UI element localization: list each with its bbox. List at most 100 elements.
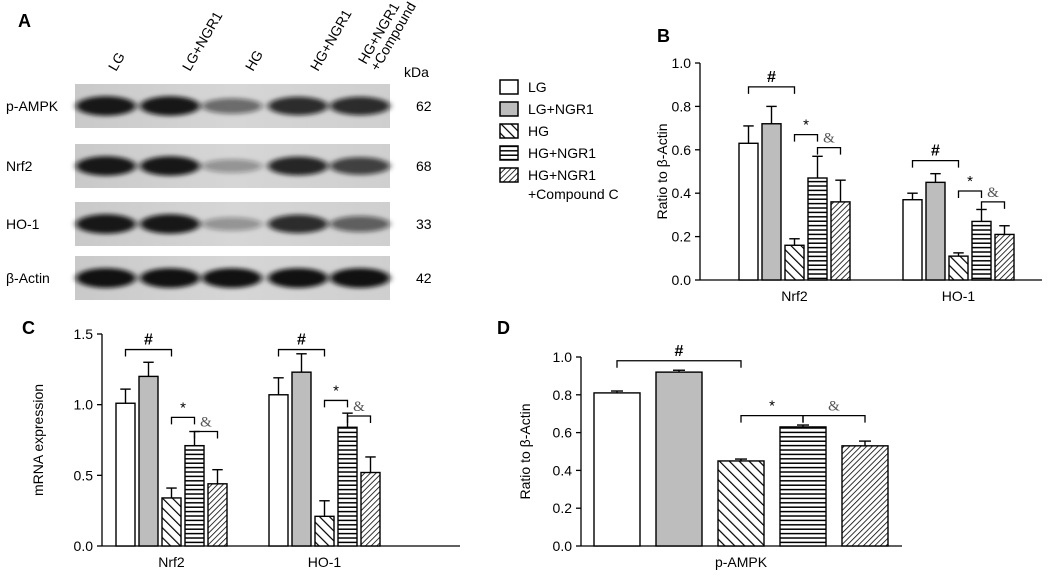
y-tick-label: 1.0 bbox=[553, 349, 573, 365]
panel-a-blot: A LG LG+NGR1 HG HG+NGR1 HG+NGR1+Compound C k… bbox=[6, 0, 432, 300]
blot-band bbox=[140, 96, 200, 116]
significance-bracket: # bbox=[277, 332, 326, 357]
significance-mark: # bbox=[144, 332, 153, 349]
bracket-line bbox=[911, 160, 960, 168]
bracket-line bbox=[793, 133, 819, 142]
significance-bracket: * bbox=[793, 117, 819, 142]
bar-lg-ho-1 bbox=[268, 394, 289, 547]
blot-row-ho-1: HO-1 33 bbox=[6, 202, 432, 246]
kda-value: 42 bbox=[416, 270, 432, 286]
blot-band bbox=[268, 214, 328, 234]
panel-b-chart: B 0.0 0.2 0.4 0.6 0.8 1.0 Ratio to β-Actin Nrf2… bbox=[654, 26, 1042, 304]
kda-value: 62 bbox=[416, 98, 432, 114]
blot-lane-labels: LG LG+NGR1 HG HG+NGR1 HG+NGR1+Compound C bbox=[105, 0, 426, 74]
legend-entry-hg: HG bbox=[499, 123, 549, 139]
y-tick-label: 0.5 bbox=[74, 467, 94, 483]
blot-row-p-ampk: p-AMPK 62 bbox=[6, 84, 432, 128]
bar-hg-ngr1-nrf2 bbox=[807, 177, 828, 281]
bracket-line bbox=[124, 348, 173, 357]
blot-band bbox=[330, 157, 390, 175]
y-axis-label: Ratio to β-Actin bbox=[517, 404, 533, 500]
significance-bracket: * bbox=[740, 398, 804, 423]
significance-mark: # bbox=[675, 343, 684, 360]
significance-mark: * bbox=[180, 399, 186, 416]
panel-a-letter: A bbox=[18, 11, 31, 31]
lane-label-hg: HG bbox=[242, 47, 266, 73]
legend-swatch bbox=[499, 167, 519, 183]
significance-mark: # bbox=[931, 143, 940, 160]
blot-band bbox=[202, 98, 262, 114]
x-tick-label-ho-1: HO-1 bbox=[942, 288, 976, 304]
bracket-line bbox=[170, 416, 196, 425]
significance-bracket: # bbox=[124, 332, 173, 357]
legend-label: LG+NGR1 bbox=[528, 101, 594, 117]
significance-mark: * bbox=[769, 398, 775, 415]
y-tick-label: 0.8 bbox=[672, 98, 692, 114]
y-tick-label: 0.0 bbox=[74, 538, 94, 554]
y-tick-label: 1.5 bbox=[74, 326, 94, 342]
kda-value: 33 bbox=[416, 216, 432, 232]
significance-bracket: * bbox=[323, 382, 349, 408]
significance-bracket: & bbox=[346, 399, 372, 423]
significance-mark: * bbox=[803, 117, 809, 134]
bar-hg-ngr1-p-ampk bbox=[779, 426, 827, 547]
blot-band bbox=[140, 268, 200, 288]
significance-mark: & bbox=[200, 415, 212, 431]
panel-b-letter: B bbox=[657, 26, 670, 46]
blot-band bbox=[268, 268, 328, 288]
legend-label: LG bbox=[528, 79, 547, 95]
bar-hg-p-ampk bbox=[717, 460, 765, 547]
bar-hg-ngr1-compound-c-nrf2 bbox=[207, 483, 228, 547]
y-tick-label: 0.4 bbox=[672, 185, 692, 201]
bracket-line bbox=[193, 430, 219, 439]
legend-entry-lg-ngr1: LG+NGR1 bbox=[499, 101, 594, 117]
bar-lg-p-ampk bbox=[593, 392, 641, 547]
significance-bracket: # bbox=[616, 343, 742, 368]
x-tick-label-nrf2: Nrf2 bbox=[781, 288, 808, 304]
blot-row-label: Nrf2 bbox=[6, 158, 33, 174]
bracket-line bbox=[277, 348, 326, 357]
legend-entry-hg-ngr1: HG+NGR1 bbox=[499, 145, 596, 161]
y-axis-label: Ratio to β-Actin bbox=[654, 124, 670, 220]
lane-label-hg-ngr1: HG+NGR1 bbox=[307, 6, 355, 73]
significance-bracket: & bbox=[980, 185, 1006, 209]
bar-lg-ngr1-ho-1 bbox=[291, 371, 312, 547]
bar-hg-nrf2 bbox=[784, 244, 805, 281]
panel-c-letter: C bbox=[22, 318, 35, 338]
significance-mark: * bbox=[333, 382, 339, 399]
x-tick-label-ho-1: HO-1 bbox=[308, 554, 342, 570]
blot-row-label: p-AMPK bbox=[6, 98, 59, 114]
bar-hg-ho-1 bbox=[314, 515, 335, 547]
legend-swatch bbox=[499, 79, 519, 95]
lane-label-lg: LG bbox=[105, 49, 128, 73]
lane-label-hg-ngr1-compound-c: HG+NGR1+Compound C bbox=[355, 0, 426, 74]
y-tick-label: 0.6 bbox=[672, 142, 692, 158]
blot-band bbox=[268, 156, 328, 176]
bar-lg-ho-1 bbox=[902, 199, 923, 281]
bar-lg-ngr1-nrf2 bbox=[138, 375, 159, 547]
y-tick-label: 0.0 bbox=[553, 538, 573, 554]
bracket-line bbox=[980, 201, 1006, 209]
legend-swatch bbox=[499, 123, 519, 139]
legend-swatch bbox=[499, 101, 519, 117]
blot-band bbox=[202, 159, 262, 173]
blot-row-label: β-Actin bbox=[6, 270, 50, 286]
blot-band bbox=[268, 96, 328, 116]
significance-mark: & bbox=[987, 185, 999, 201]
significance-bracket: & bbox=[193, 415, 219, 439]
y-tick-label: 1.0 bbox=[672, 55, 692, 71]
y-tick-label: 0.2 bbox=[553, 500, 573, 516]
blot-band bbox=[140, 156, 200, 176]
bar-lg-ngr1-nrf2 bbox=[761, 123, 782, 281]
blot-band bbox=[76, 156, 136, 176]
bar-hg-ngr1-ho-1 bbox=[337, 426, 358, 547]
bracket-line bbox=[957, 190, 983, 199]
blot-band bbox=[202, 268, 262, 288]
bar-hg-ngr1-nrf2 bbox=[184, 444, 205, 547]
y-tick-label: 0.8 bbox=[553, 387, 573, 403]
y-tick-label: 1.0 bbox=[74, 397, 94, 413]
blot-band bbox=[202, 217, 262, 231]
legend-swatch bbox=[499, 145, 519, 161]
legend: LG LG+NGR1 HG HG+NGR1 HG+NGR1 +Compound C bbox=[499, 79, 619, 202]
